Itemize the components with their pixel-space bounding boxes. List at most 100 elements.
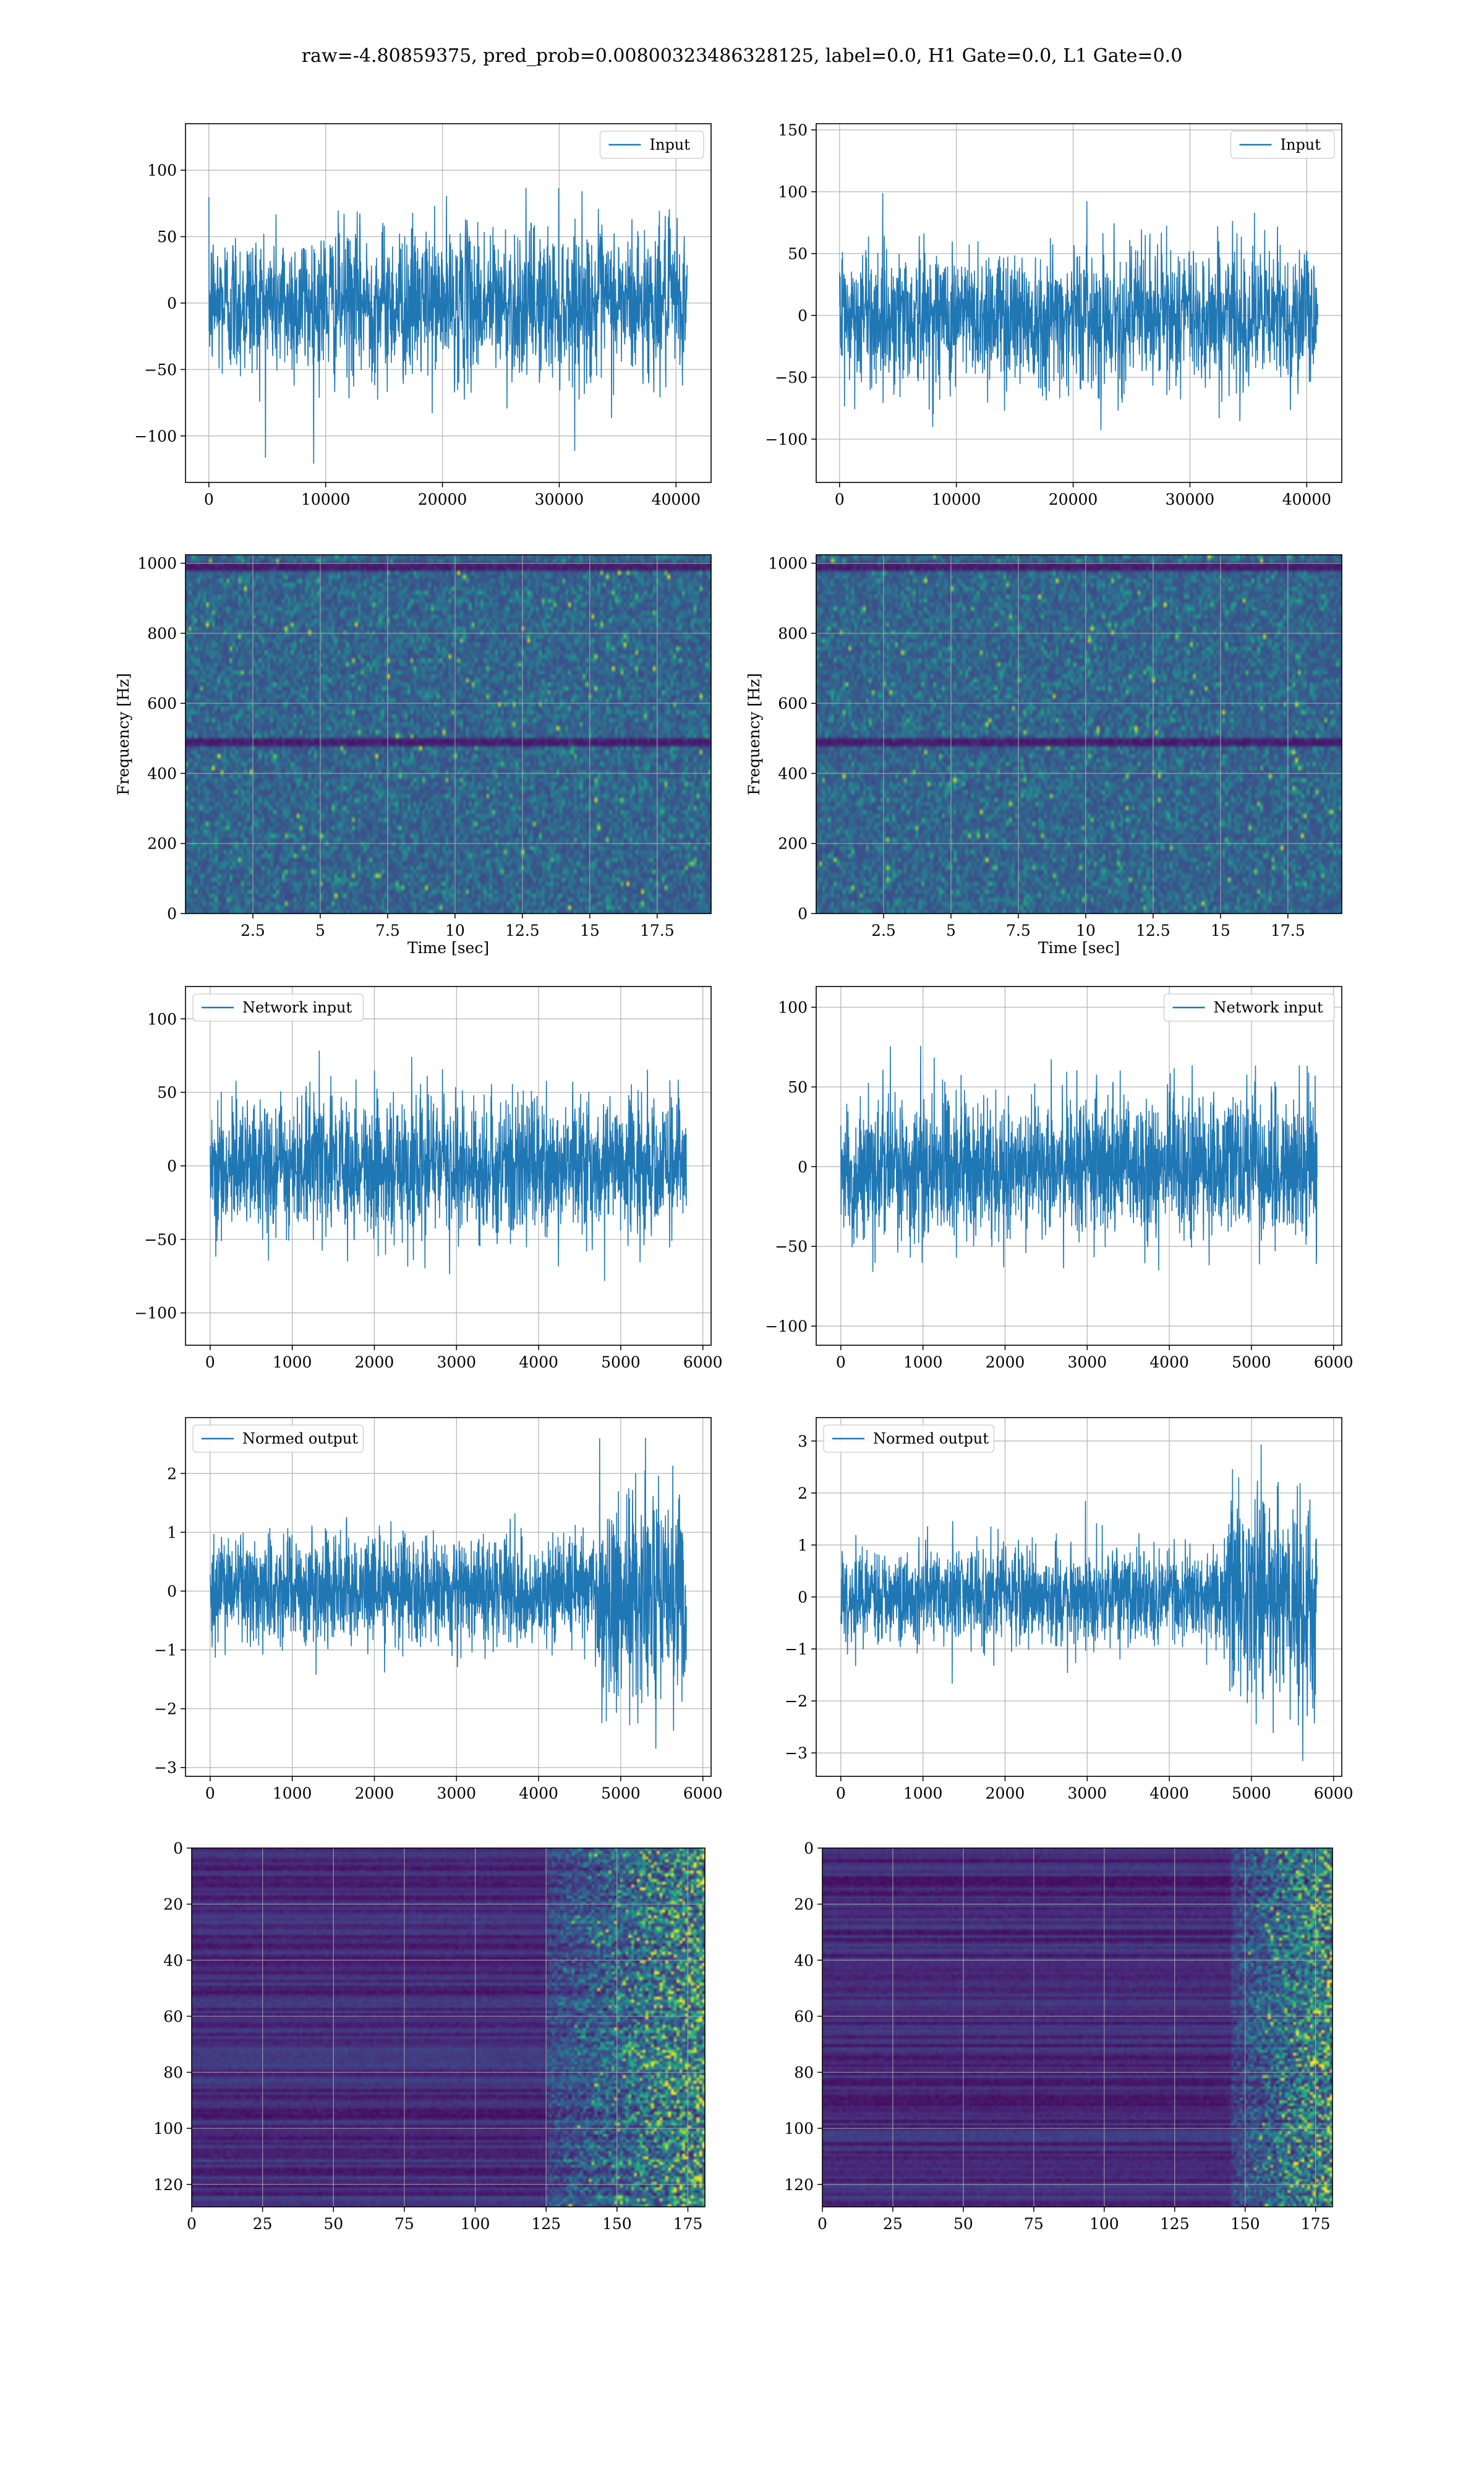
x-tick-label: 100 <box>1090 2215 1119 2233</box>
x-tick-label: 40000 <box>652 490 701 508</box>
x-tick-label: 10000 <box>932 490 981 508</box>
x-tick-label: 0 <box>205 1784 215 1802</box>
y-tick-label: 50 <box>788 1078 808 1096</box>
x-tick-label: 5000 <box>601 1353 641 1371</box>
y-tick-label: 2 <box>167 1465 177 1483</box>
y-tick-label: 1 <box>798 1536 808 1554</box>
legend-label: Normed output <box>873 1430 989 1447</box>
x-tick-label: 5000 <box>601 1784 641 1802</box>
x-tick-label: 1000 <box>903 1353 943 1371</box>
x-tick-label: 100 <box>461 2215 490 2233</box>
legend-box <box>192 1424 364 1453</box>
y-tick-label: 0 <box>804 1839 814 1857</box>
axes-frame <box>816 1417 1342 1777</box>
y-axis-label: Frequency [Hz] <box>745 673 763 795</box>
x-tick-label: 4000 <box>1149 1784 1189 1802</box>
y-tick-label: 40 <box>794 1951 814 1969</box>
x-tick-label: 150 <box>1230 2215 1260 2233</box>
grid-p10 <box>822 1847 1333 2207</box>
legend: Network input <box>192 993 364 1022</box>
x-tick-label: 0 <box>204 490 214 508</box>
y-tick-label: 400 <box>778 764 808 782</box>
legend-box <box>1163 993 1335 1022</box>
x-tick-label: 5 <box>315 922 325 940</box>
x-tick-label: 2.5 <box>871 922 896 940</box>
y-tick-label: 0 <box>798 1588 808 1606</box>
x-tick-label: 75 <box>1024 2215 1044 2233</box>
axes-frame <box>816 986 1342 1346</box>
axes-frame <box>816 123 1342 483</box>
x-tick-label: 10 <box>1076 922 1096 940</box>
y-tick-label: −2 <box>785 1692 808 1710</box>
x-tick-label: 30000 <box>535 490 584 508</box>
legend-box <box>599 131 704 159</box>
subplot-p8: 0 1000 2000 3000 4000 5000 6000 −3 −2 −1 0 1 2 3 Norme… <box>785 1417 1354 1802</box>
x-tick-label: 125 <box>1160 2215 1190 2233</box>
y-tick-label: 100 <box>778 999 808 1017</box>
y-tick-label: 20 <box>163 1896 183 1914</box>
legend: Input <box>599 131 704 159</box>
x-tick-label: 10000 <box>301 490 351 508</box>
y-tick-label: 50 <box>788 245 808 263</box>
activation-image <box>822 1848 1333 2207</box>
y-tick-label: −2 <box>154 1700 177 1718</box>
x-tick-label: 175 <box>1301 2215 1331 2233</box>
x-tick-label: 0 <box>817 2215 827 2233</box>
y-tick-label: −50 <box>144 361 177 379</box>
legend-label: Normed output <box>242 1430 358 1447</box>
y-tick-label: 600 <box>147 695 177 713</box>
series-line <box>208 187 688 464</box>
x-tick-label: 3000 <box>1067 1784 1107 1802</box>
legend: Network input <box>1163 993 1335 1022</box>
x-tick-label: 5000 <box>1232 1784 1271 1802</box>
x-tick-label: 175 <box>673 2215 703 2233</box>
x-tick-label: 25 <box>883 2215 903 2233</box>
axes-frame <box>185 1417 712 1777</box>
grid-p8 <box>816 1418 1342 1776</box>
y-tick-label: 100 <box>153 2120 183 2138</box>
y-tick-label: 0 <box>798 1158 808 1176</box>
subplot-p6: 0 1000 2000 3000 4000 5000 6000 −100 −50 0 50 100 Ne… <box>765 986 1354 1371</box>
y-tick-label: 0 <box>167 1582 177 1600</box>
subplot-p1: 0 10000 20000 30000 40000 −100 −50 0 50 100 Input <box>134 123 712 508</box>
x-tick-label: 6000 <box>1314 1353 1354 1371</box>
legend-box <box>1230 131 1335 159</box>
x-tick-label: 3000 <box>437 1353 476 1371</box>
y-tick-label: 600 <box>778 695 808 713</box>
x-tick-label: 20000 <box>418 490 467 508</box>
axes-frame <box>822 1847 1333 2207</box>
x-tick-label: 4000 <box>1149 1353 1189 1371</box>
x-tick-label: 2000 <box>355 1784 394 1802</box>
y-tick-label: 1000 <box>137 555 177 573</box>
legend: Normed output <box>823 1424 995 1453</box>
x-tick-label: 6000 <box>1314 1784 1354 1802</box>
y-tick-label: 0 <box>167 1157 177 1175</box>
activation-image <box>192 1848 705 2207</box>
legend-label: Input <box>650 136 691 153</box>
spectrogram-image <box>186 555 711 914</box>
y-tick-label: −1 <box>785 1640 808 1658</box>
x-tick-label: 1000 <box>903 1784 943 1802</box>
y-tick-label: 150 <box>778 121 808 139</box>
y-tick-label: 3 <box>798 1432 808 1450</box>
legend: Normed output <box>192 1424 364 1453</box>
y-tick-label: 0 <box>798 307 808 325</box>
y-tick-label: 60 <box>794 2008 814 2026</box>
subplot-p5: 0 1000 2000 3000 4000 5000 6000 −100 −50 0 50 100 Ne… <box>134 986 723 1371</box>
y-tick-label: 0 <box>173 1839 183 1857</box>
y-tick-label: 80 <box>794 2064 814 2082</box>
y-tick-label: −100 <box>765 1317 808 1335</box>
y-tick-label: 80 <box>163 2064 183 2082</box>
y-tick-label: 100 <box>147 1010 177 1028</box>
x-tick-label: 12.5 <box>1136 922 1171 940</box>
y-tick-label: −3 <box>154 1759 177 1777</box>
x-tick-label: 5000 <box>1232 1353 1271 1371</box>
x-tick-label: 6000 <box>683 1353 723 1371</box>
axes-frame <box>185 123 712 483</box>
y-tick-label: 100 <box>784 2120 814 2138</box>
y-tick-label: 100 <box>147 161 177 179</box>
x-tick-label: 2000 <box>986 1784 1025 1802</box>
legend: Input <box>1230 131 1335 159</box>
x-tick-label: 1000 <box>273 1353 312 1371</box>
